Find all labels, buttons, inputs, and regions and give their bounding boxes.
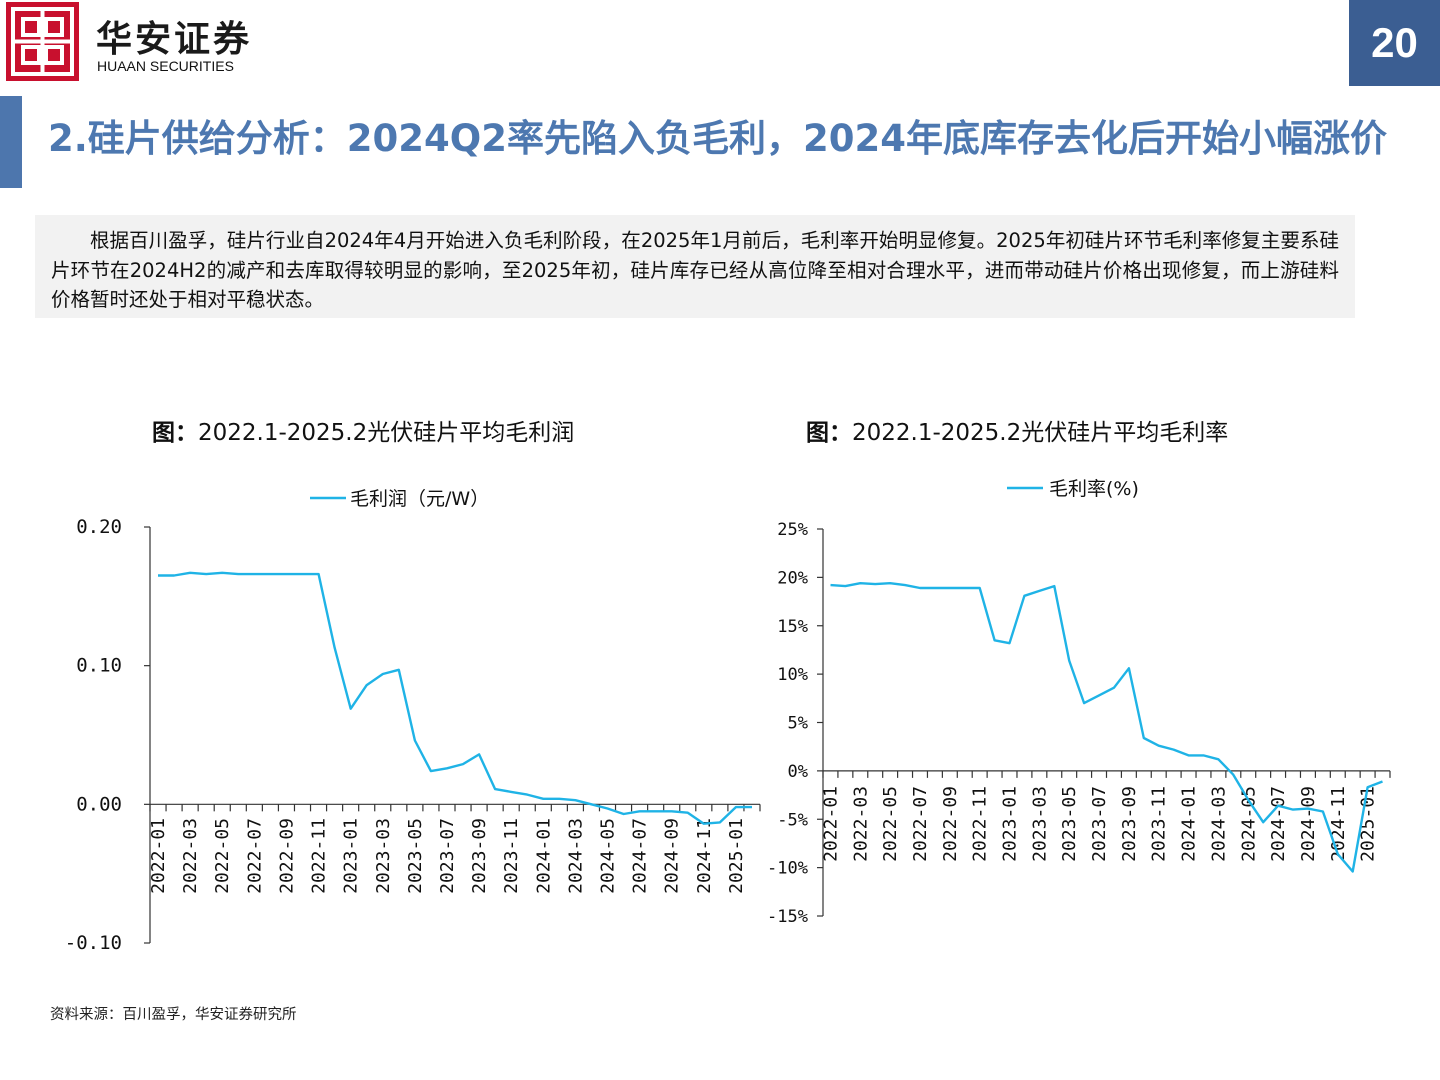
- margin-y-tick-label: -10%: [767, 859, 808, 879]
- margin-y-tick-label: 10%: [777, 665, 808, 685]
- page-title: 2.硅片供给分析：2024Q2率先陷入负毛利，2024年底库存去化后开始小幅涨价: [48, 117, 1387, 160]
- margin-y-tick-label: -5%: [777, 810, 808, 830]
- margin-x-tick-label: 2022-07: [910, 786, 931, 862]
- page-number: 20: [1349, 0, 1440, 86]
- margin-series-line: [830, 582, 1383, 873]
- brand-name-cn: 华安证券: [96, 18, 253, 60]
- profit-x-tick-label: 2022-11: [309, 818, 330, 894]
- profit-x-tick-label: 2023-03: [373, 818, 394, 894]
- margin-x-tick-label: 2023-03: [1029, 786, 1050, 862]
- profit-x-tick-label: 2024-05: [598, 818, 619, 894]
- profit-x-tick-label: 2023-09: [469, 818, 490, 894]
- margin-x-tick-label: 2023-11: [1149, 786, 1170, 862]
- profit-x-tick-label: 2022-09: [276, 818, 297, 894]
- margin-y-tick-label: 20%: [777, 568, 808, 588]
- margin-x-tick-label: 2023-07: [1089, 786, 1110, 862]
- summary-box: 根据百川盈孚，硅片行业自2024年4月开始进入负毛利阶段，在2025年1月前后，…: [35, 215, 1355, 318]
- profit-x-tick-label: 2022-01: [148, 818, 169, 894]
- profit-x-tick-label: 2023-01: [341, 818, 362, 894]
- profit-y-tick-label: 0.10: [76, 655, 122, 677]
- margin-y-tick-label: 5%: [788, 714, 808, 734]
- figure-prefix: 图：: [806, 420, 852, 446]
- figure-title-right: 图：2022.1-2025.2光伏硅片平均毛利率: [806, 413, 1228, 447]
- profit-series-line: [158, 571, 752, 825]
- profit-x-tick-label: 2022-03: [180, 818, 201, 894]
- figure-title-text: 2022.1-2025.2光伏硅片平均毛利润: [198, 420, 575, 446]
- margin-x-tick-label: 2024-01: [1179, 786, 1200, 862]
- margin-x-tick-label: 2023-05: [1059, 786, 1080, 862]
- profit-x-tick-label: 2022-05: [212, 818, 233, 894]
- margin-x-tick-label: 2024-11: [1328, 786, 1349, 862]
- margin-x-tick-label: 2022-03: [850, 786, 871, 862]
- profit-x-tick-label: 2024-09: [662, 818, 683, 894]
- margin-legend-label: 毛利率(%): [1049, 478, 1139, 500]
- brand-name-en: HUAAN SECURITIES: [97, 58, 234, 74]
- profit-y-tick-label: -0.10: [65, 932, 122, 954]
- source-note: 资料来源：百川盈孚，华安证券研究所: [50, 1007, 297, 1023]
- figure-title-left: 图：2022.1-2025.2光伏硅片平均毛利润: [152, 413, 574, 447]
- margin-y-tick-label: 25%: [777, 520, 808, 540]
- margin-y-tick-label: 15%: [777, 617, 808, 637]
- margin-x-tick-label: 2024-03: [1208, 786, 1229, 862]
- margin-x-tick-label: 2024-09: [1298, 786, 1319, 862]
- margin-x-tick-label: 2022-01: [820, 786, 841, 862]
- title-accent-bar: [0, 96, 22, 188]
- figure-prefix: 图：: [152, 420, 198, 446]
- profit-x-tick-label: 2024-11: [694, 818, 715, 894]
- figure-title-text: 2022.1-2025.2光伏硅片平均毛利率: [852, 420, 1229, 446]
- margin-y-tick-label: -15%: [767, 907, 808, 927]
- margin-x-tick-label: 2025-01: [1358, 786, 1379, 862]
- profit-x-tick-label: 2023-05: [405, 818, 426, 894]
- profit-y-tick-label: 0.00: [76, 793, 122, 815]
- margin-x-tick-label: 2024-05: [1238, 786, 1259, 862]
- margin-x-tick-label: 2023-01: [1000, 786, 1021, 862]
- profit-x-tick-label: 2024-01: [533, 818, 554, 894]
- margin-x-tick-label: 2023-09: [1119, 786, 1140, 862]
- profit-x-tick-label: 2025-01: [726, 818, 747, 894]
- margin-x-tick-label: 2024-07: [1268, 786, 1289, 862]
- profit-x-tick-label: 2024-03: [565, 818, 586, 894]
- profit-legend-label: 毛利润（元/W）: [350, 488, 489, 510]
- margin-x-tick-label: 2022-09: [940, 786, 961, 862]
- margin-x-tick-label: 2022-05: [880, 786, 901, 862]
- profit-x-tick-label: 2024-07: [630, 818, 651, 894]
- profit-y-tick-label: 0.20: [76, 516, 122, 538]
- profit-x-tick-label: 2022-07: [244, 818, 265, 894]
- huaan-logo-icon: [6, 2, 79, 81]
- summary-text: 根据百川盈孚，硅片行业自2024年4月开始进入负毛利阶段，在2025年1月前后，…: [51, 229, 1339, 311]
- margin-y-tick-label: 0%: [788, 762, 808, 782]
- profit-x-tick-label: 2023-07: [437, 818, 458, 894]
- profit-x-tick-label: 2023-11: [501, 818, 522, 894]
- margin-x-tick-label: 2022-11: [970, 786, 991, 862]
